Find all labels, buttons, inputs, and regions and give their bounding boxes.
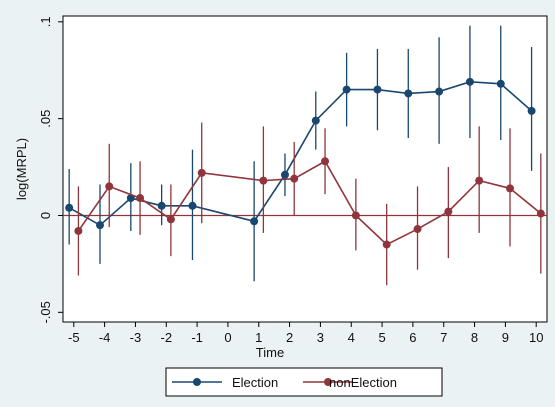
- x-axis-title: Time: [256, 345, 284, 360]
- x-tick-label: 7: [440, 330, 447, 345]
- data-point: [166, 215, 175, 224]
- data-point: [188, 201, 197, 210]
- series-nonelection: [74, 122, 545, 286]
- data-point: [382, 240, 391, 249]
- plot-area: [62, 15, 548, 323]
- data-point: [157, 201, 166, 210]
- data-point: [465, 77, 474, 86]
- data-point: [496, 79, 505, 88]
- y-axis-title: log(MRPL): [14, 138, 29, 200]
- data-point: [250, 217, 259, 226]
- data-point: [527, 106, 536, 115]
- data-point: [95, 221, 104, 230]
- x-tick-label: 1: [255, 330, 262, 345]
- data-point: [74, 226, 83, 235]
- data-point: [342, 85, 351, 94]
- x-tick-label: -1: [191, 330, 203, 345]
- data-point: [404, 89, 413, 98]
- legend-marker: [324, 378, 332, 386]
- x-tick-label: 2: [286, 330, 293, 345]
- data-point: [506, 184, 515, 193]
- y-tick-label: .05: [38, 110, 53, 128]
- data-point: [351, 211, 360, 220]
- y-tick-label: .1: [38, 16, 53, 27]
- series-layer: [65, 25, 545, 286]
- x-tick-label: 5: [378, 330, 385, 345]
- data-point: [413, 225, 422, 234]
- y-axis: .1 .05 0 -.05: [38, 16, 63, 324]
- x-tick-label: 9: [502, 330, 509, 345]
- series-election: [65, 25, 536, 282]
- data-point: [475, 176, 484, 185]
- y-tick-label: 0: [38, 212, 53, 219]
- data-point: [259, 176, 268, 185]
- legend-marker: [193, 378, 201, 386]
- data-point: [321, 157, 330, 166]
- x-tick-label: 0: [224, 330, 231, 345]
- data-point: [136, 194, 145, 203]
- x-tick-label: -5: [68, 330, 80, 345]
- data-point: [311, 116, 320, 125]
- data-point: [105, 182, 114, 191]
- x-tick-label: 4: [348, 330, 355, 345]
- x-tick-label: 8: [471, 330, 478, 345]
- data-point: [290, 174, 299, 183]
- data-point: [197, 168, 206, 177]
- data-point: [536, 209, 545, 218]
- x-tick-label: -4: [99, 330, 111, 345]
- data-point: [435, 87, 444, 96]
- legend: Election nonElection: [165, 367, 443, 397]
- data-point: [280, 170, 289, 179]
- x-tick-label: 3: [317, 330, 324, 345]
- legend-label: Election: [232, 375, 278, 390]
- x-axis: -5 -4 -3 -2 -1 0 1 2 3 4 5 6 7 8 9 10: [68, 322, 543, 345]
- y-tick-label: -.05: [38, 301, 53, 323]
- legend-item-election: Election: [172, 375, 278, 390]
- x-tick-label: 10: [529, 330, 543, 345]
- x-tick-label: 6: [409, 330, 416, 345]
- data-point: [444, 207, 453, 216]
- data-point: [65, 203, 74, 212]
- data-point: [373, 85, 382, 94]
- x-tick-label: -3: [130, 330, 142, 345]
- legend-label: nonElection: [329, 375, 397, 390]
- x-tick-label: -2: [160, 330, 172, 345]
- legend-item-nonelection: nonElection: [303, 375, 397, 390]
